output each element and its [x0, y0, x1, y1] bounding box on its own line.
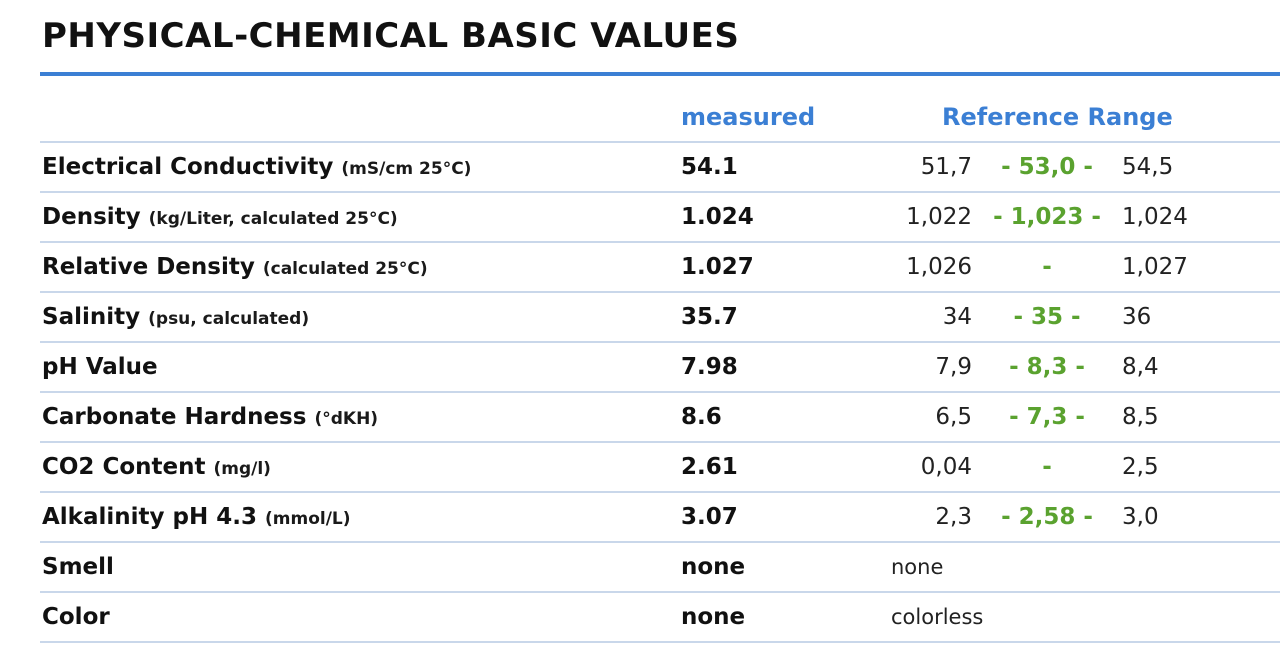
parameter-name: Density [42, 204, 141, 230]
reference-optimum: - 53,0 - [1001, 154, 1093, 180]
parameter-name: Smell [42, 554, 114, 580]
reference-text: colorless [891, 605, 984, 629]
reference-optimum: - 1,023 - [993, 204, 1101, 230]
reference-optimum: - 8,3 - [1009, 354, 1085, 380]
reference-max: 36 [1122, 304, 1152, 330]
reference-min: 0,04 [920, 454, 972, 480]
table-row: Electrical Conductivity (mS/cm 25°C) 54.… [40, 143, 1280, 193]
table-row: Alkalinity pH 4.3 (mmol/L) 3.07 2,3 - 2,… [40, 493, 1280, 543]
reference-range-column-header: Reference Range [942, 103, 1173, 131]
table-row: Relative Density (calculated 25°C) 1.027… [40, 243, 1280, 293]
table-row: CO2 Content (mg/l) 2.61 0,04 - 2,5 [40, 443, 1280, 493]
reference-max: 2,5 [1122, 454, 1159, 480]
reference-text: none [891, 555, 944, 579]
table-row: Density (kg/Liter, calculated 25°C) 1.02… [40, 193, 1280, 243]
parameter-label: Relative Density (calculated 25°C) [42, 243, 428, 291]
reference-max: 8,4 [1122, 354, 1159, 380]
parameter-unit: (°dKH) [314, 409, 379, 429]
table-row: Carbonate Hardness (°dKH) 8.6 6,5 - 7,3 … [40, 393, 1280, 443]
parameter-name: Alkalinity pH 4.3 [42, 504, 257, 530]
parameter-name: Relative Density [42, 254, 255, 280]
reference-optimum: - 7,3 - [1009, 404, 1085, 430]
measured-value: 54.1 [681, 154, 738, 180]
reference-min: 1,026 [906, 254, 972, 280]
parameter-unit: (mmol/L) [265, 509, 351, 529]
parameter-name: Carbonate Hardness [42, 404, 307, 430]
reference-optimum: - [1042, 454, 1052, 480]
reference-max: 1,027 [1122, 254, 1188, 280]
table-row: Smell none none [40, 543, 1280, 593]
reference-max: 3,0 [1122, 504, 1159, 530]
measured-column-header: measured [681, 103, 816, 131]
reference-max: 54,5 [1122, 154, 1174, 180]
reference-max: 1,024 [1122, 204, 1188, 230]
reference-min: 2,3 [935, 504, 972, 530]
reference-min: 6,5 [935, 404, 972, 430]
reference-max: 8,5 [1122, 404, 1159, 430]
table-header: measured Reference Range [40, 94, 1280, 143]
parameter-unit: (mS/cm 25°C) [341, 159, 472, 179]
measured-value: 8.6 [681, 404, 722, 430]
page-title: PHYSICAL-CHEMICAL BASIC VALUES [42, 16, 740, 56]
parameter-name: Salinity [42, 304, 141, 330]
parameter-label: Carbonate Hardness (°dKH) [42, 393, 378, 441]
reference-optimum: - [1042, 254, 1052, 280]
measured-value: none [681, 554, 746, 580]
measured-value: 1.027 [681, 254, 754, 280]
parameter-label: CO2 Content (mg/l) [42, 443, 271, 491]
parameter-label: Density (kg/Liter, calculated 25°C) [42, 193, 398, 241]
values-table: measured Reference Range Electrical Cond… [40, 94, 1280, 643]
measured-value: 1.024 [681, 204, 754, 230]
parameter-unit: (mg/l) [213, 459, 271, 479]
reference-min: 7,9 [935, 354, 972, 380]
reference-optimum: - 2,58 - [1001, 504, 1093, 530]
parameter-label: Color [42, 593, 110, 641]
reference-min: 34 [942, 304, 972, 330]
parameter-label: Salinity (psu, calculated) [42, 293, 309, 341]
parameter-label: Smell [42, 543, 114, 591]
reference-min: 1,022 [906, 204, 972, 230]
parameter-label: Electrical Conductivity (mS/cm 25°C) [42, 143, 471, 191]
table-row: Salinity (psu, calculated) 35.7 34 - 35 … [40, 293, 1280, 343]
measured-value: none [681, 604, 746, 630]
parameter-unit: (kg/Liter, calculated 25°C) [148, 209, 398, 229]
parameter-name: Electrical Conductivity [42, 154, 334, 180]
parameter-unit: (psu, calculated) [148, 309, 310, 329]
parameter-label: Alkalinity pH 4.3 (mmol/L) [42, 493, 351, 541]
measured-value: 7.98 [681, 354, 738, 380]
table-row: pH Value 7.98 7,9 - 8,3 - 8,4 [40, 343, 1280, 393]
parameter-name: Color [42, 604, 110, 630]
parameter-name: CO2 Content [42, 454, 206, 480]
measured-value: 3.07 [681, 504, 738, 530]
parameter-label: pH Value [42, 343, 158, 391]
measured-value: 35.7 [681, 304, 738, 330]
parameter-name: pH Value [42, 354, 158, 380]
reference-min: 51,7 [920, 154, 972, 180]
reference-optimum: - 35 - [1013, 304, 1081, 330]
parameter-unit: (calculated 25°C) [262, 259, 428, 279]
table-row: Color none colorless [40, 593, 1280, 643]
measured-value: 2.61 [681, 454, 738, 480]
title-divider [40, 72, 1280, 76]
